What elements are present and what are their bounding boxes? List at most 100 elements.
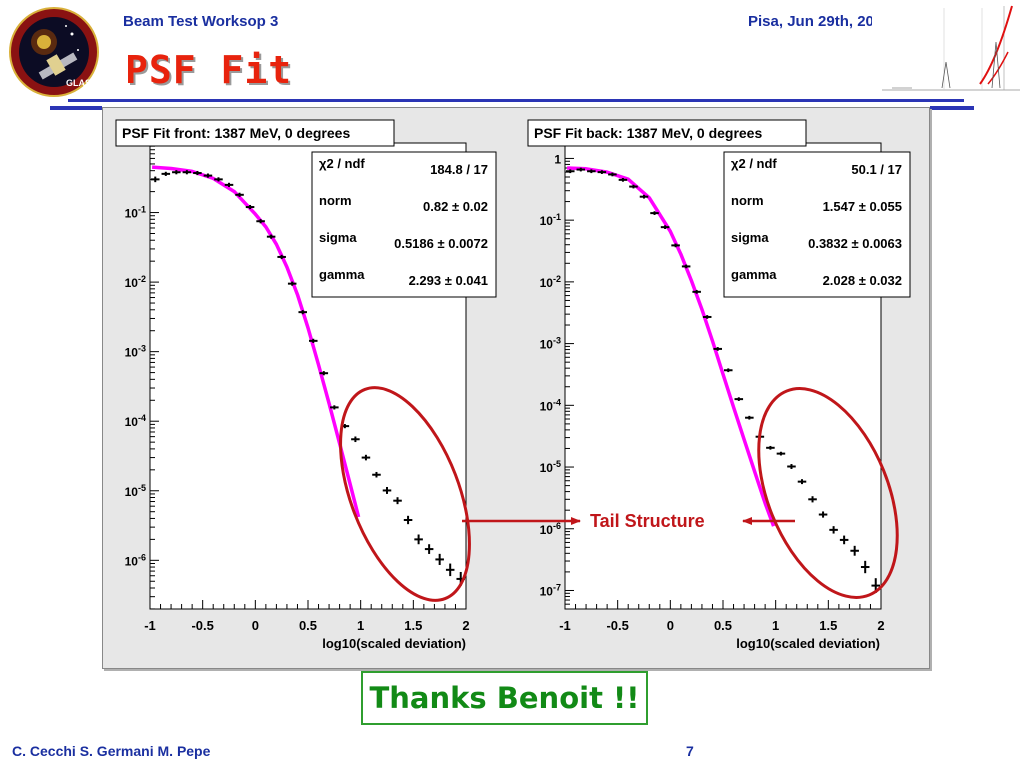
data-point-front [277,254,286,260]
data-point-back [587,169,596,174]
data-point-front [361,454,371,461]
y-tick-label: 10-4 [125,413,146,429]
x-tick-label: 2 [877,618,884,633]
stat-value: 0.5186 ± 0.0072 [394,236,488,251]
data-point-back [692,289,701,294]
data-point-front [151,176,160,183]
data-point-front [319,371,329,376]
header-rule-left [50,106,102,110]
data-point-back [597,170,607,174]
glast-logo: GLAST [9,7,99,97]
stat-label: norm [731,193,764,208]
data-point-front [224,182,234,187]
y-tick-label: 10-1 [540,212,561,228]
y-tick-label: 10-2 [125,274,146,290]
x-tick-label: -1 [144,618,156,633]
stat-value: 2.028 ± 0.032 [823,273,902,288]
tail-ellipse-front [339,386,471,602]
data-point-back [618,177,628,182]
stat-label: χ2 / ndf [319,156,365,171]
data-point-front [287,281,297,286]
stat-label: χ2 / ndf [731,156,777,171]
x-tick-label: -0.5 [191,618,213,633]
data-point-back [629,184,638,189]
plot-front-stats: χ2 / ndf 184.8 / 17 norm 0.82 ± 0.02 sigma 0.… [311,151,497,298]
data-point-back [745,415,754,420]
plot-back-title-text: PSF Fit back: 1387 MeV, 0 degrees [534,125,762,141]
y-tick-label: 10-3 [125,344,146,360]
data-point-back [766,445,775,450]
data-point-front [266,234,276,239]
y-tick-label: 10-6 [540,521,561,537]
x-tick-label: -1 [559,618,571,633]
stat-value: 50.1 / 17 [851,162,902,177]
data-point-front [435,553,444,565]
data-point-back [808,496,817,503]
data-point-front [193,170,202,176]
plot-back-xlabel: log10(scaled deviation) [736,636,880,651]
plot-front-title: PSF Fit front: 1387 MeV, 0 degrees [115,119,395,147]
data-point-front [172,170,181,175]
y-tick-label: 10-3 [540,336,561,352]
data-point-back [724,368,733,373]
x-tick-label: 2 [462,618,469,633]
x-tick-label: 1 [772,618,779,633]
data-point-back [839,535,849,545]
data-point-back [702,315,712,319]
data-point-front [382,486,392,494]
plot-front-title-text: PSF Fit front: 1387 MeV, 0 degrees [122,125,350,141]
data-point-front [245,204,255,210]
data-point-front [214,177,223,182]
header-rule [68,99,964,102]
y-tick-label: 10-5 [540,459,561,475]
data-point-back [797,479,807,485]
x-tick-label: 1.5 [404,618,422,633]
page-number: 7 [686,743,694,759]
x-tick-label: 0.5 [714,618,732,633]
y-tick-label: 10-4 [540,397,561,413]
thanks-box: Thanks Benoit !! [361,671,648,725]
data-point-back [566,169,575,174]
stat-value: 0.3832 ± 0.0063 [808,236,902,251]
data-point-front [445,563,455,577]
data-point-back [860,560,870,574]
data-point-back [576,167,586,172]
data-point-back [639,194,649,199]
plot-front: -1 -0.5 0 0.5 1 1.5 210-610-510-410-310-210-1 … [115,119,497,651]
x-tick-label: 1.5 [819,618,837,633]
y-tick-label: 1 [554,152,561,166]
data-point-front [182,170,192,175]
header-date: Pisa, Jun 29th, 2006 [748,13,891,30]
header-rule-right [930,106,974,110]
plot-back: -1 -0.5 0 0.5 1 1.5 2 10-7 10-6 10-5 10-4 10-3 10-2 1… [527,119,911,651]
data-point-back [660,225,670,230]
data-point-back [713,347,722,351]
data-point-back [776,451,786,456]
data-point-front [309,338,318,343]
stat-value: 184.8 / 17 [430,162,488,177]
fit-curve-back [567,166,776,527]
data-point-front [403,515,413,525]
stat-label: gamma [319,267,365,282]
x-tick-label: 0 [252,618,259,633]
stat-label: sigma [319,230,357,245]
data-point-back [829,526,838,534]
tail-structure-label: Tail Structure [590,511,705,531]
data-point-back [681,264,691,269]
data-point-back [608,172,617,177]
plot-front-xlabel: log10(scaled deviation) [322,636,466,651]
tail-ellipse-back [757,387,899,599]
x-tick-label: -0.5 [606,618,628,633]
data-point-back [650,211,659,215]
data-point-front [161,171,171,176]
data-point-back [787,464,796,469]
data-point-front [203,173,213,178]
data-point-front [330,405,339,410]
y-tick-label: 10-5 [125,483,146,499]
plot-back-stats: χ2 / ndf 50.1 / 17 norm 1.547 ± 0.055 sigma 0… [723,151,911,298]
data-point-front [235,192,244,197]
x-tick-label: 0.5 [299,618,317,633]
stat-value: 1.547 ± 0.055 [823,199,902,214]
data-point-front [256,219,265,224]
